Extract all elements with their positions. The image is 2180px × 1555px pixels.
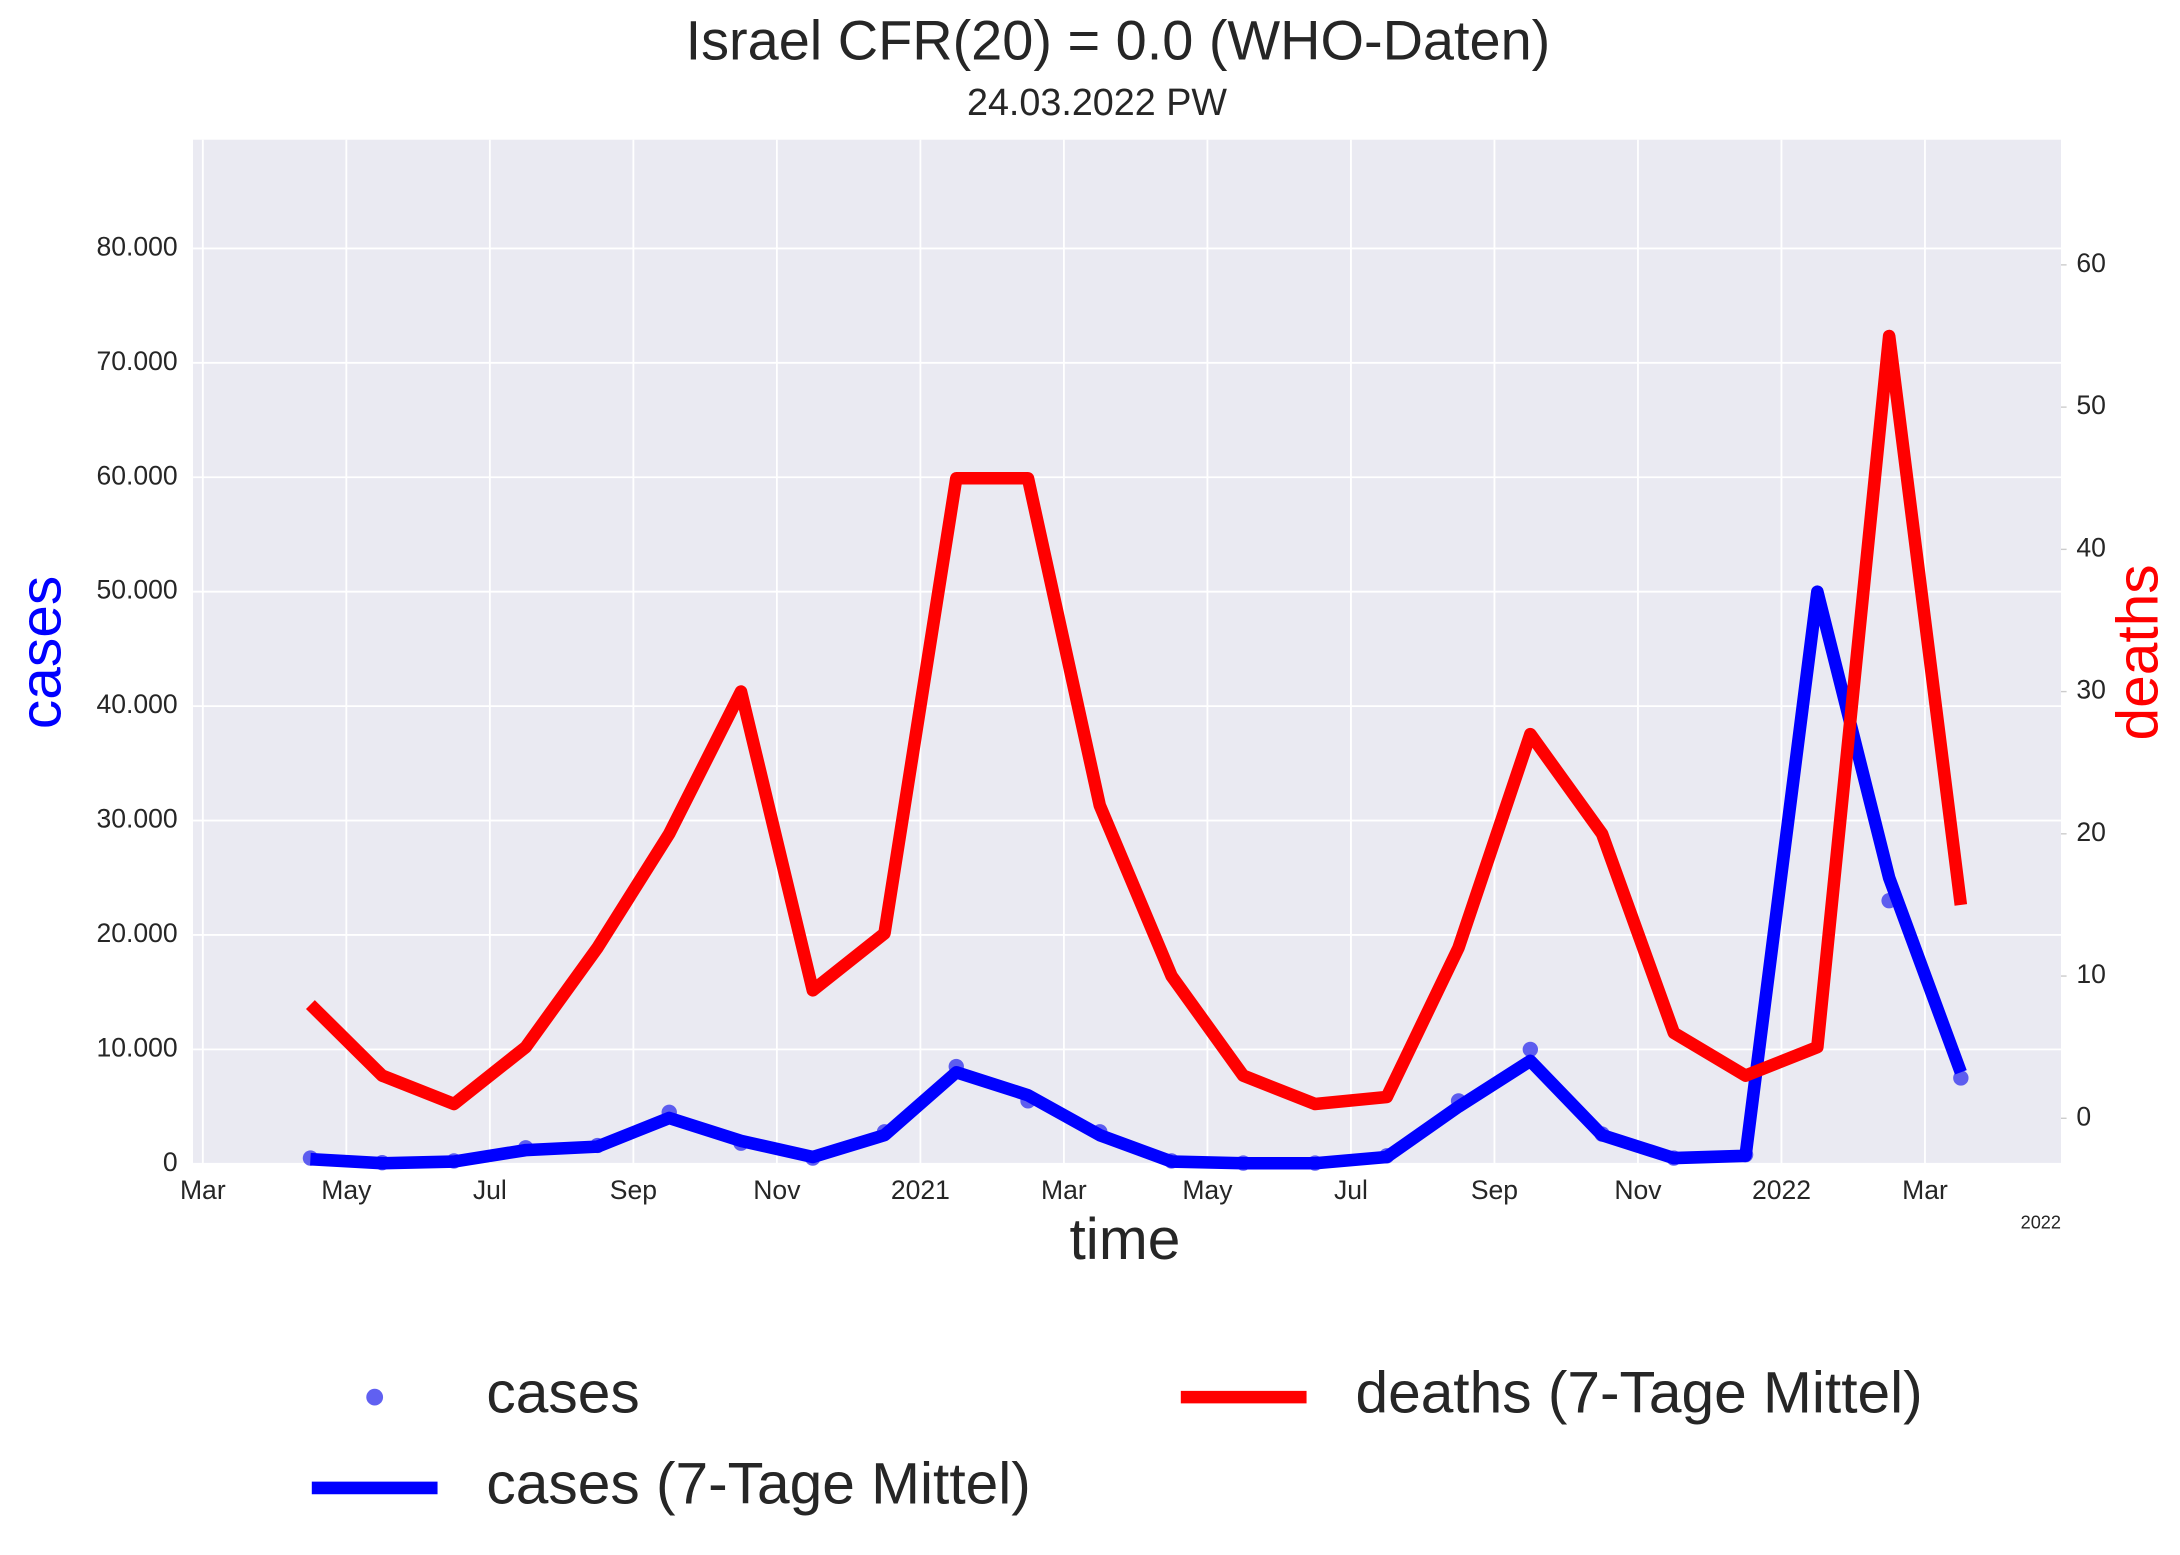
x-tick-label: May bbox=[321, 1175, 372, 1205]
x-tick-label: Jul bbox=[473, 1175, 507, 1205]
x-tick-label: Jul bbox=[1334, 1175, 1368, 1205]
y-tick-label: 40.000 bbox=[97, 689, 178, 719]
series-line bbox=[305, 329, 1968, 1111]
chart-title: Israel CFR(20) = 0.0 (WHO-Daten) bbox=[686, 8, 1551, 71]
legend-marker bbox=[366, 1388, 384, 1406]
y-tick-label: 80.000 bbox=[97, 231, 178, 261]
x-tick-label: Nov bbox=[1614, 1175, 1662, 1205]
x-tick-label: Mar bbox=[1902, 1175, 1948, 1205]
y-tick-label: 50.000 bbox=[97, 575, 178, 605]
legend: cases cases (7-Tage Mittel) deaths (7-Tage… bbox=[311, 1361, 1923, 1516]
y2-tick-label: 60 bbox=[2076, 248, 2106, 278]
x-tick-label: Nov bbox=[753, 1175, 801, 1205]
y2-tick-label: 10 bbox=[2076, 959, 2106, 989]
legend-label: deaths (7-Tage Mittel) bbox=[1355, 1361, 1922, 1426]
x-tick-label: May bbox=[1182, 1175, 1233, 1205]
marks bbox=[302, 329, 1969, 1171]
y-tick-label: 60.000 bbox=[97, 460, 178, 490]
y-axis-label: cases bbox=[8, 576, 73, 729]
y-tick-label: 20.000 bbox=[97, 918, 178, 948]
y2-tick-label: 30 bbox=[2076, 675, 2106, 705]
y-tick-label: 10.000 bbox=[97, 1032, 178, 1062]
y-tick-label: 30.000 bbox=[97, 804, 178, 834]
x-tick-label: 2022 bbox=[1752, 1175, 1811, 1205]
grid: Mar May Jul Sep Nov 2021 Mar May Jul Sep Nov 2022 Ma… bbox=[97, 139, 2106, 1205]
plot-area bbox=[193, 139, 2062, 1164]
y-tick-label: 70.000 bbox=[97, 346, 178, 376]
x-tick-label: Mar bbox=[180, 1175, 226, 1205]
case-point bbox=[1953, 1070, 1969, 1086]
x-tick-label: 2021 bbox=[891, 1175, 950, 1205]
series-line bbox=[310, 585, 1967, 1170]
x-tick-label: Mar bbox=[1041, 1175, 1087, 1205]
x-tick-label: Sep bbox=[1471, 1175, 1518, 1205]
y2-axis-label: deaths bbox=[2106, 564, 2171, 740]
chart-subtitle: 24.03.2022 PW bbox=[967, 81, 1227, 123]
x-tick-label: Sep bbox=[610, 1175, 657, 1205]
y-tick-label: 0 bbox=[163, 1147, 178, 1177]
y2-tick-label: 20 bbox=[2076, 817, 2106, 847]
y2-tick-label: 40 bbox=[2076, 532, 2106, 562]
x-axis-label: time bbox=[1070, 1207, 1181, 1272]
legend-label: cases bbox=[486, 1361, 639, 1426]
case-point bbox=[1522, 1041, 1539, 1058]
y2-tick-label: 0 bbox=[2076, 1101, 2091, 1131]
legend-label: cases (7-Tage Mittel) bbox=[486, 1451, 1030, 1516]
x-offset-label: 2022 bbox=[2021, 1213, 2061, 1233]
y2-tick-label: 50 bbox=[2076, 390, 2106, 420]
